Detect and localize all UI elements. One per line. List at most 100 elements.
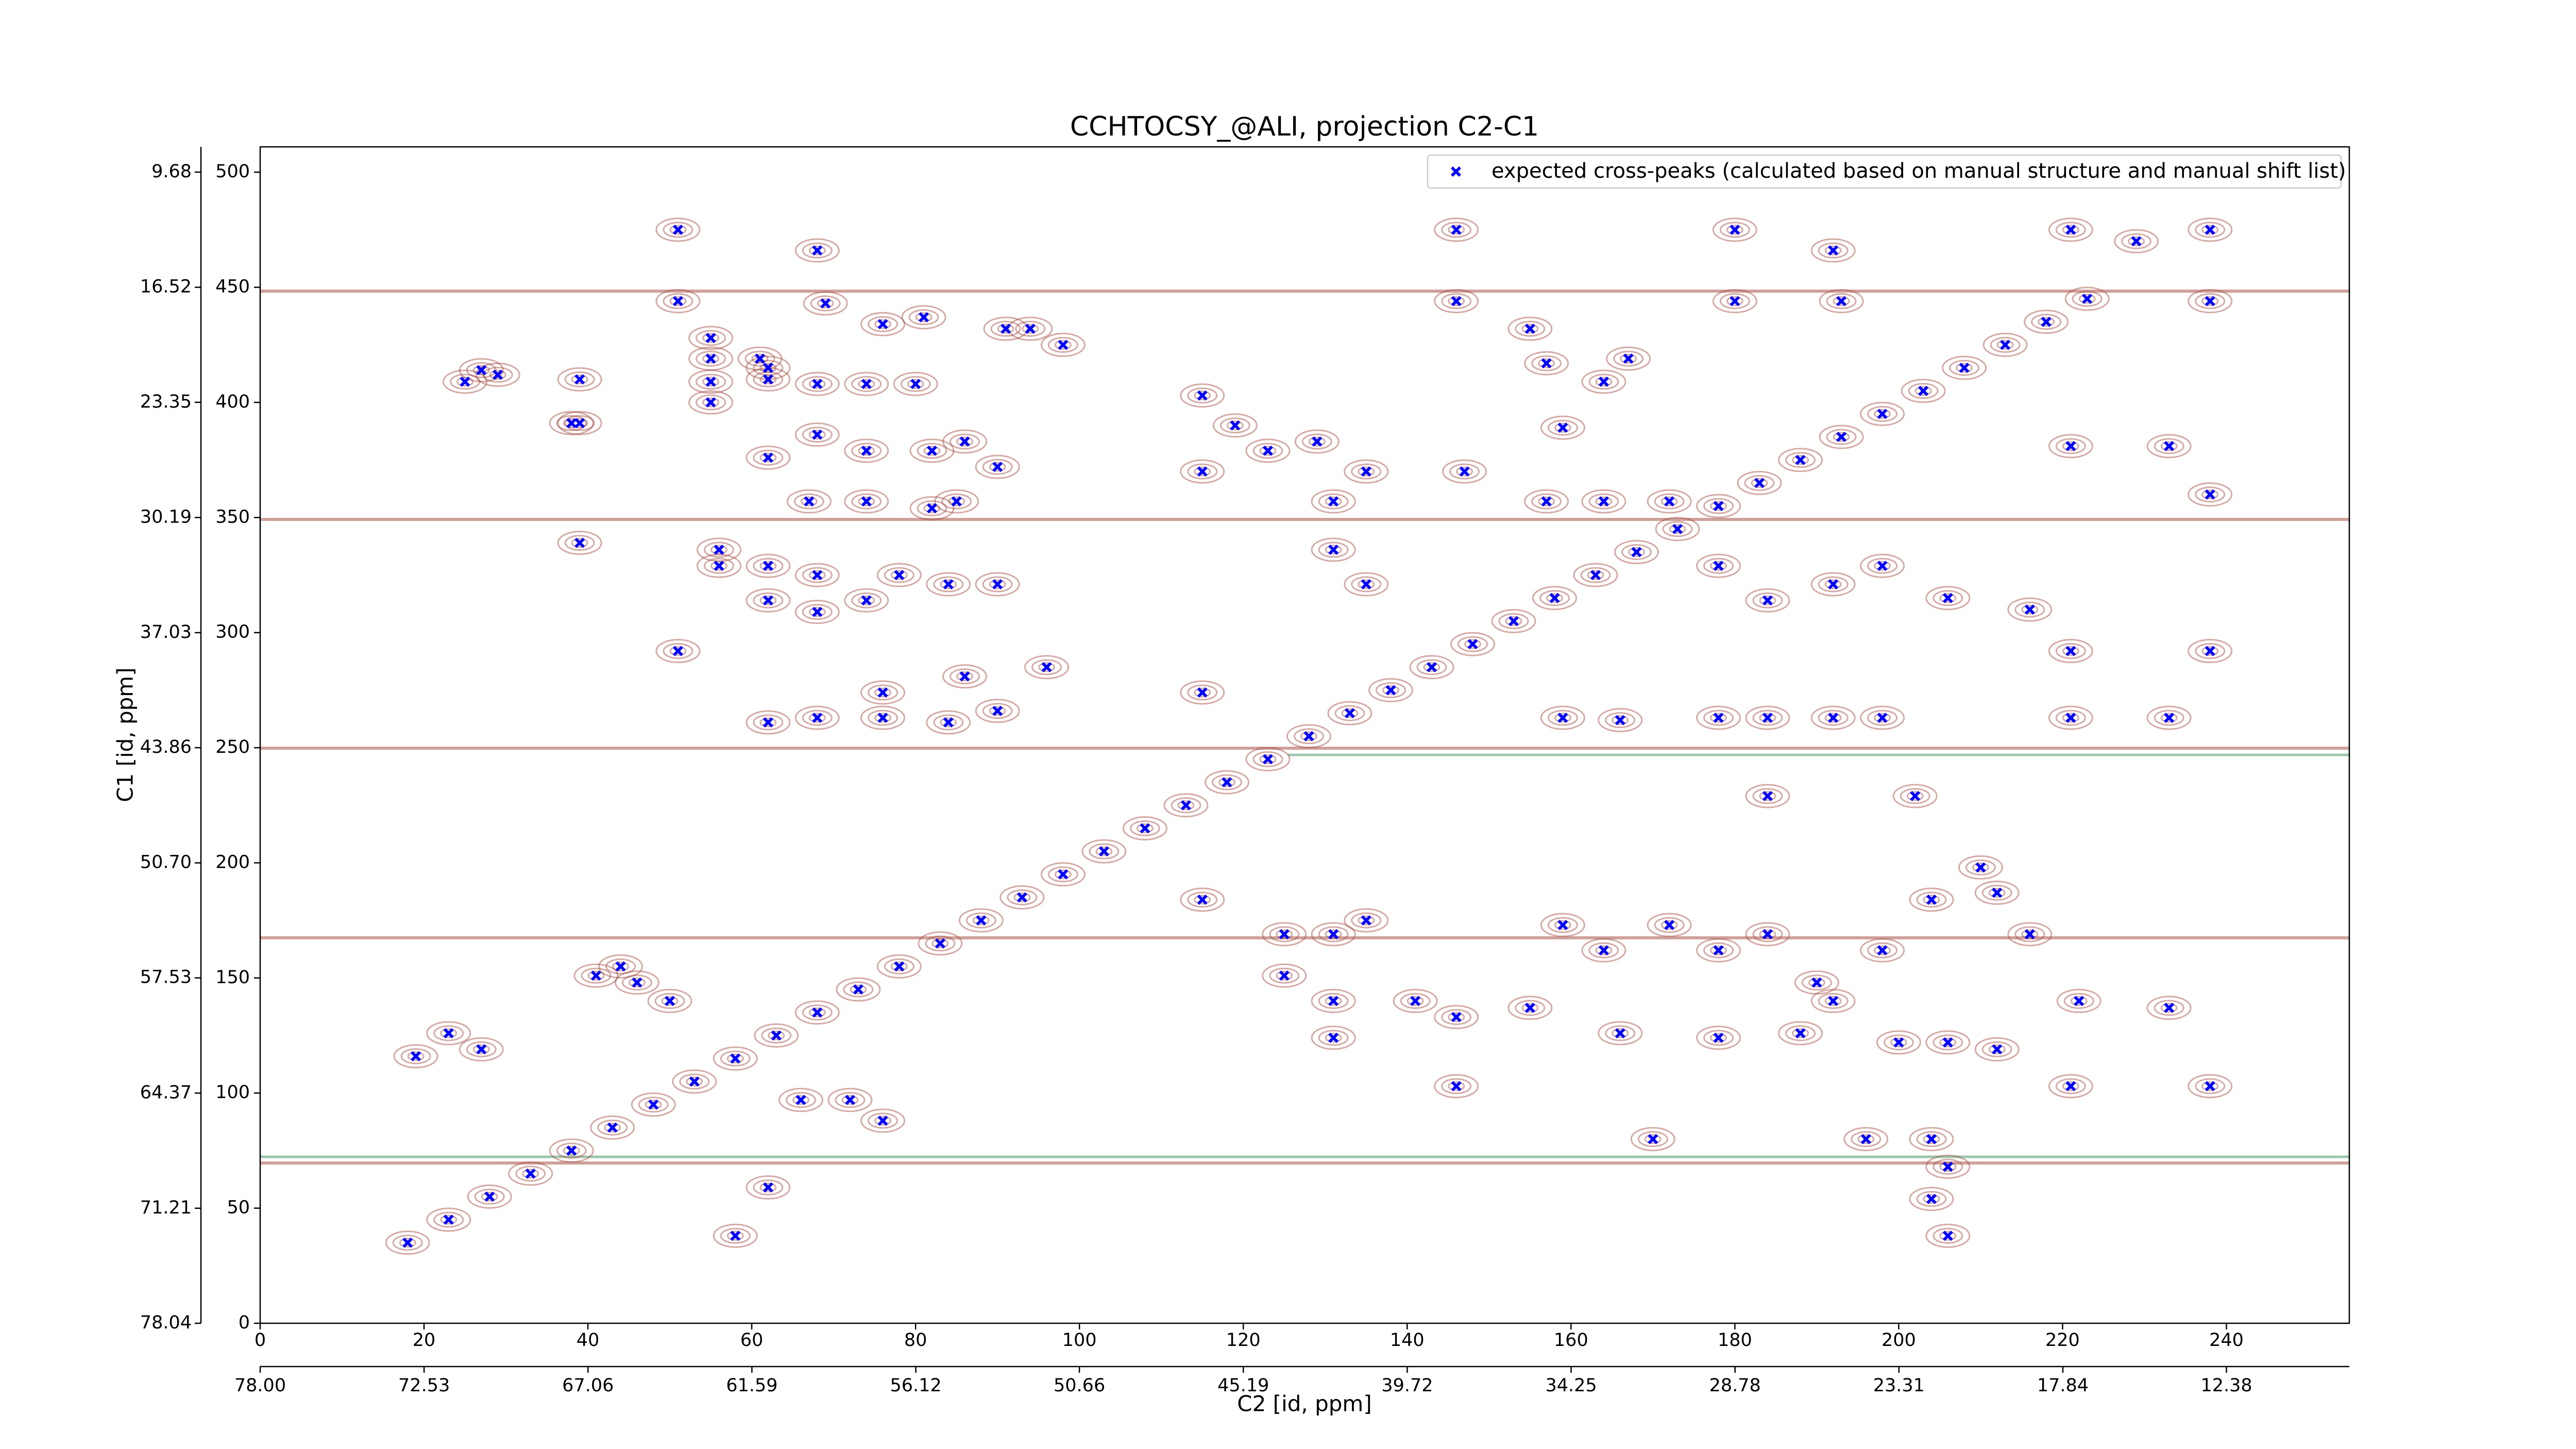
cross-peak bbox=[1451, 1012, 1462, 1022]
contour bbox=[669, 225, 687, 235]
contour bbox=[1752, 710, 1783, 726]
y-tick-label: 150 bbox=[215, 967, 250, 988]
contour bbox=[1906, 791, 1924, 801]
contour bbox=[688, 346, 734, 371]
contour bbox=[1531, 493, 1562, 510]
contour bbox=[909, 496, 955, 520]
contour bbox=[1047, 866, 1078, 883]
cross-peak bbox=[1312, 436, 1323, 447]
contour bbox=[1177, 800, 1195, 811]
cross-peak bbox=[1361, 579, 1371, 589]
contour bbox=[426, 1021, 471, 1046]
contour bbox=[745, 1175, 791, 1200]
cross-peak bbox=[1828, 712, 1839, 723]
contour bbox=[942, 664, 988, 689]
contour bbox=[2055, 1078, 2086, 1094]
contour bbox=[1605, 712, 1636, 728]
contour bbox=[860, 312, 906, 336]
contour bbox=[1344, 572, 1389, 597]
contour bbox=[669, 296, 687, 306]
cross-peak bbox=[2065, 224, 2076, 235]
contour bbox=[1358, 915, 1375, 925]
x2-tick-label: 12.38 bbox=[2200, 1375, 2252, 1396]
contour bbox=[860, 1108, 906, 1133]
contour bbox=[2063, 993, 2094, 1009]
cross-peak bbox=[1509, 616, 1519, 627]
x-tick-label: 80 bbox=[904, 1330, 927, 1351]
contour bbox=[1448, 225, 1465, 235]
y-tick-label: 400 bbox=[215, 392, 250, 412]
cross-peak bbox=[714, 561, 724, 571]
contour bbox=[1925, 1154, 1971, 1179]
cross-peak bbox=[1910, 790, 1921, 801]
contour bbox=[472, 1044, 490, 1054]
contour bbox=[1972, 862, 1989, 872]
contour bbox=[941, 493, 972, 510]
cross-peak bbox=[1926, 1193, 1937, 1204]
contour bbox=[472, 365, 490, 375]
cross-peak bbox=[1623, 353, 1634, 364]
contour bbox=[794, 422, 840, 447]
cross-peak bbox=[1893, 1037, 1904, 1048]
cross-peak bbox=[1557, 712, 1568, 723]
x-tick-label: 0 bbox=[255, 1330, 266, 1351]
contour bbox=[1925, 586, 1971, 611]
contour bbox=[975, 699, 1020, 723]
contour bbox=[794, 599, 840, 624]
contour bbox=[1311, 489, 1356, 514]
y-tick-label: 50 bbox=[227, 1198, 250, 1218]
contour bbox=[907, 379, 924, 389]
contour bbox=[1759, 713, 1776, 723]
contour bbox=[2048, 638, 2093, 663]
contour bbox=[1810, 572, 1856, 597]
contour bbox=[1745, 922, 1790, 947]
contour bbox=[1325, 1033, 1342, 1043]
cross-peak bbox=[771, 1030, 782, 1041]
contour bbox=[556, 415, 587, 431]
contour bbox=[933, 714, 964, 731]
contour bbox=[1245, 747, 1291, 771]
legend-box bbox=[1427, 154, 2342, 189]
contour bbox=[1778, 1021, 1823, 1046]
contour bbox=[2195, 222, 2226, 238]
cross-peak bbox=[762, 595, 773, 606]
contour bbox=[440, 1028, 457, 1038]
contour bbox=[1647, 913, 1692, 937]
contour bbox=[663, 222, 693, 238]
contour bbox=[1262, 922, 1307, 947]
contour bbox=[1719, 293, 1750, 309]
contour bbox=[1089, 843, 1120, 860]
contour bbox=[686, 1076, 703, 1087]
contour bbox=[1300, 731, 1317, 742]
contour bbox=[1726, 296, 1743, 306]
contour bbox=[1745, 705, 1790, 730]
cross-peak bbox=[673, 224, 683, 235]
contour bbox=[858, 446, 875, 456]
contour bbox=[874, 713, 892, 723]
cross-peak bbox=[762, 452, 773, 463]
x2-tick-label: 61.59 bbox=[726, 1375, 777, 1396]
contour bbox=[1531, 355, 1562, 372]
cross-peak bbox=[1730, 224, 1740, 235]
contour bbox=[2128, 236, 2145, 246]
contour bbox=[1554, 920, 1571, 930]
cross-peak bbox=[1918, 385, 1929, 396]
contour bbox=[1655, 517, 1700, 542]
cross-peak bbox=[1664, 920, 1675, 931]
contour bbox=[1547, 419, 1578, 436]
contour bbox=[794, 372, 840, 396]
cross-peak bbox=[689, 1076, 700, 1087]
contour bbox=[1939, 1161, 1957, 1172]
contour bbox=[1276, 929, 1293, 939]
contour bbox=[2154, 1000, 2184, 1016]
cross-peak bbox=[861, 496, 872, 507]
contour bbox=[1325, 496, 1342, 507]
cross-peak bbox=[812, 245, 823, 256]
contour bbox=[1923, 1134, 1940, 1144]
contour bbox=[1434, 217, 1479, 242]
y2-tick-label: 37.03 bbox=[140, 622, 192, 643]
contour bbox=[1015, 321, 1046, 337]
contour bbox=[1752, 926, 1783, 942]
contour bbox=[1259, 446, 1277, 456]
contour bbox=[1819, 425, 1864, 449]
